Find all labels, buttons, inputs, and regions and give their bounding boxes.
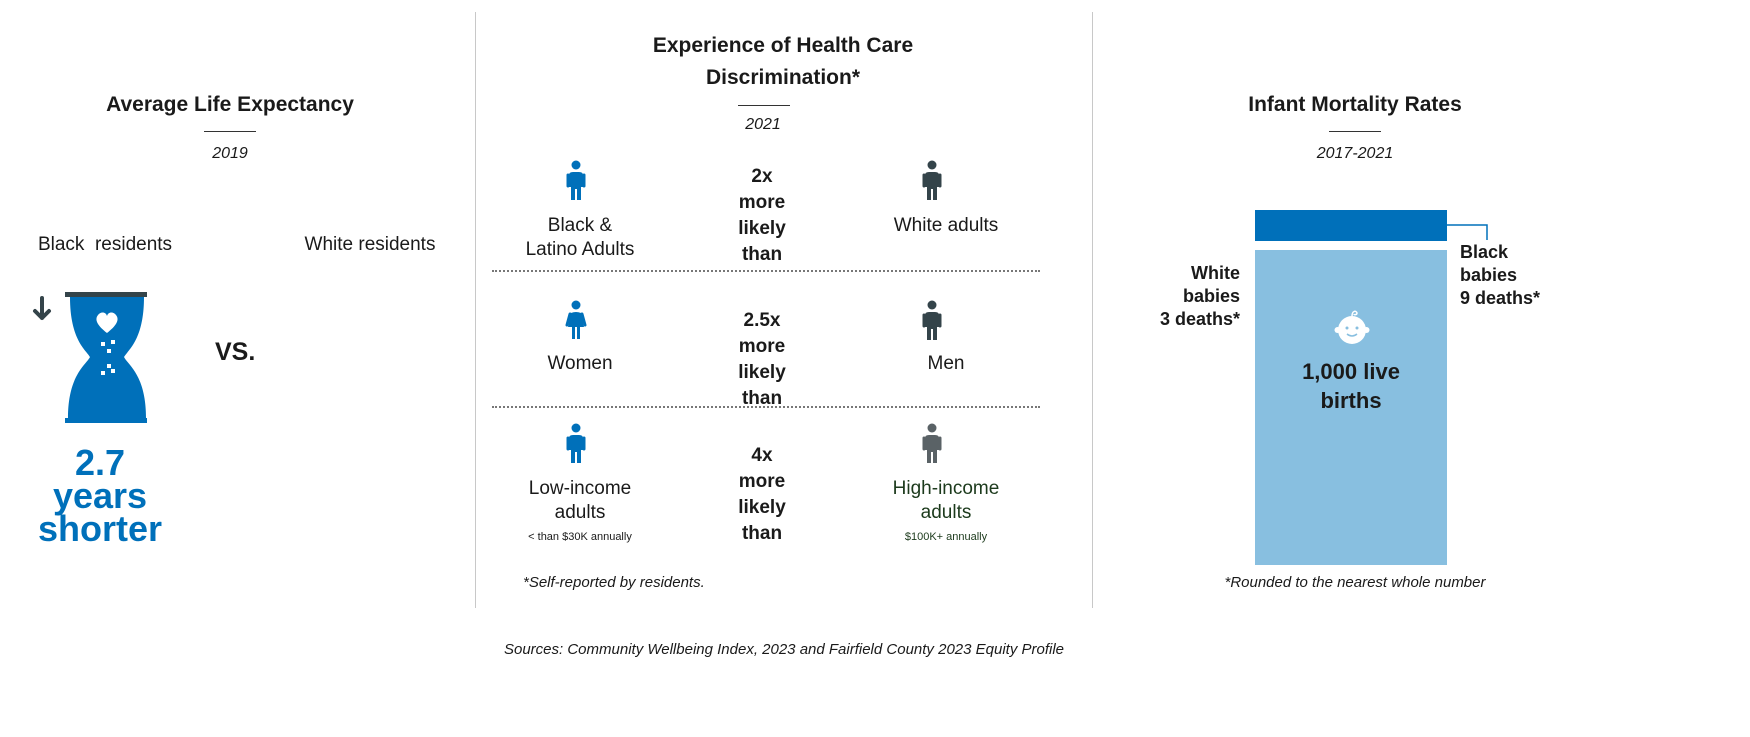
result-direction: shorter xyxy=(37,508,163,549)
label-line: Men xyxy=(927,353,965,374)
title-rule xyxy=(204,131,256,132)
multiplier-value: 2x xyxy=(751,166,773,187)
black-babies-label: Black babies 9 deaths* xyxy=(1460,241,1570,310)
label-line: Black xyxy=(1460,242,1509,262)
callout-connector xyxy=(1447,224,1488,240)
income-note: $100K+ annually xyxy=(904,531,988,543)
comparison-multiplier: 4x more likely than xyxy=(702,443,822,547)
man-icon xyxy=(920,300,944,347)
person-icon xyxy=(920,160,944,207)
discrimination-footnote: *Self-reported by residents. xyxy=(523,574,705,591)
label-line: adults xyxy=(920,502,972,523)
infant-mortality-title: Infant Mortality Rates xyxy=(1248,93,1462,116)
label-line: Latino Adults xyxy=(525,239,635,260)
comparison-multiplier: 2x more likely than xyxy=(702,164,822,268)
label-line: babies xyxy=(1182,286,1240,306)
comparison-text: more xyxy=(738,336,786,357)
sources-note: Sources: Community Wellbeing Index, 2023… xyxy=(503,641,1065,658)
row-divider xyxy=(492,270,1040,272)
row-divider xyxy=(492,406,1040,408)
vs-label: VS. xyxy=(215,338,256,366)
comparison-multiplier: 2.5x more likely than xyxy=(702,308,822,412)
white-babies-label: White babies 3 deaths* xyxy=(1140,262,1240,331)
infant-mortality-footnote: *Rounded to the nearest whole number xyxy=(1224,574,1486,591)
left-group-label: Women xyxy=(500,352,660,376)
right-group-label: High-income adults $100K+ annually xyxy=(866,477,1026,549)
life-expectancy-year: 2019 xyxy=(212,145,248,162)
person-icon xyxy=(564,160,588,207)
income-note: < than $30K annually xyxy=(528,531,632,543)
white-residents-label: White residents xyxy=(304,234,436,255)
right-group-label: White adults xyxy=(866,214,1026,238)
comparison-text: more xyxy=(738,192,786,213)
live-births-box xyxy=(1255,250,1447,565)
multiplier-value: 4x xyxy=(751,445,773,466)
comparison-text: than xyxy=(741,388,783,409)
title-line: Experience of Health Care xyxy=(652,34,914,57)
label-line: Low-income xyxy=(528,478,632,499)
left-group-label: Black & Latino Adults xyxy=(500,214,660,262)
infant-mortality-year: 2017-2021 xyxy=(1316,145,1394,162)
baby-face-icon xyxy=(1334,310,1370,344)
label-line: babies xyxy=(1460,265,1518,285)
discrimination-title: Experience of Health Care Discrimination… xyxy=(583,30,983,94)
hourglass-heart-icon xyxy=(33,292,147,423)
label-line: adults xyxy=(554,502,606,523)
right-group-label: Men xyxy=(866,352,1026,376)
woman-icon xyxy=(564,300,588,347)
comparison-text: more xyxy=(738,471,786,492)
label-line: 1,000 live xyxy=(1302,359,1400,384)
label-line: High-income xyxy=(892,478,1000,499)
section-divider xyxy=(1092,12,1093,608)
label-line: White xyxy=(1191,263,1240,283)
comparison-text: likely xyxy=(738,497,786,518)
label-line: births xyxy=(1320,388,1382,413)
title-rule xyxy=(738,105,790,106)
comparison-text: than xyxy=(741,244,783,265)
discrimination-year: 2021 xyxy=(745,116,781,133)
black-residents-label: Black residents xyxy=(37,234,173,255)
title-rule xyxy=(1329,131,1381,132)
life-expectancy-result: 2.7 years shorter xyxy=(20,442,180,549)
result-unit: years xyxy=(52,475,148,516)
left-group-label: Low-income adults < than $30K annually xyxy=(500,477,660,549)
black-deaths-bar xyxy=(1255,210,1447,241)
label-line: 3 deaths* xyxy=(1159,309,1240,329)
person-icon xyxy=(564,423,588,470)
comparison-text: likely xyxy=(738,218,786,239)
section-divider xyxy=(475,12,476,608)
comparison-text: than xyxy=(741,523,783,544)
label-line: Women xyxy=(547,353,613,374)
title-line: Discrimination* xyxy=(705,66,861,89)
label-line: White adults xyxy=(893,215,999,236)
label-line: 9 deaths* xyxy=(1460,288,1541,308)
live-births-label: 1,000 live births xyxy=(1255,357,1447,415)
result-value: 2.7 xyxy=(74,442,126,483)
life-expectancy-title: Average Life Expectancy xyxy=(106,93,354,116)
comparison-text: likely xyxy=(738,362,786,383)
label-line: Black & xyxy=(547,215,613,236)
person-icon xyxy=(920,423,944,470)
multiplier-value: 2.5x xyxy=(743,310,781,331)
